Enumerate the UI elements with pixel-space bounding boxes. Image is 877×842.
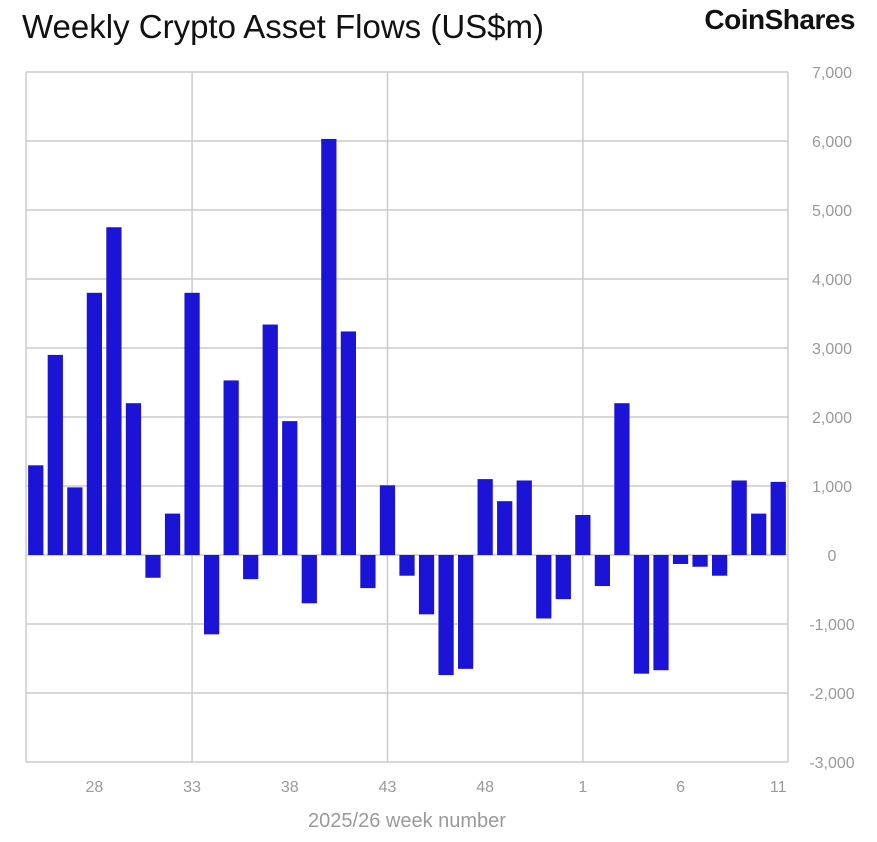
x-tick-label: 48 — [476, 779, 494, 796]
bar-week-6 — [672, 555, 689, 564]
bar-week-31 — [145, 555, 161, 578]
bar-week-2 — [594, 555, 611, 587]
bar-week-41 — [340, 331, 357, 555]
bar-week-51 — [536, 555, 552, 619]
x-tick-label: 38 — [281, 779, 299, 796]
bar-week-8 — [711, 555, 728, 576]
x-axis-ticks: 28 33 38 43 48 1 6 11 — [85, 779, 786, 796]
y-tick-label: 5,000 — [812, 203, 852, 220]
y-tick-label: 7,000 — [812, 65, 852, 82]
x-tick-label: 11 — [770, 779, 787, 796]
bars — [28, 138, 786, 676]
bar-week-38 — [282, 421, 298, 555]
bar-week-48 — [477, 479, 493, 555]
bar-week-3 — [614, 403, 630, 555]
y-tick-label: 2,000 — [812, 410, 852, 427]
bar-week-30 — [125, 403, 142, 555]
y-tick-label: 1,000 — [812, 479, 852, 496]
y-tick-label: 0 — [828, 548, 837, 565]
bar-week-29 — [106, 227, 122, 555]
bar-week-46 — [438, 555, 454, 676]
bar-week-43 — [379, 485, 396, 555]
bar-week-25 — [28, 465, 44, 555]
bar-week-1 — [575, 514, 591, 555]
x-tick-label: 33 — [183, 779, 201, 796]
bar-week-35 — [223, 380, 239, 555]
bar-week-33 — [184, 292, 200, 555]
bar-week-10 — [751, 513, 767, 555]
bar-week-50 — [516, 480, 532, 555]
bar-week-32 — [164, 513, 181, 555]
bar-week-49 — [497, 501, 513, 555]
y-tick-label: 3,000 — [812, 341, 852, 358]
x-tick-label: 1 — [578, 779, 587, 796]
coinshares-logo: CoinShares — [704, 4, 855, 35]
x-tick-label: 28 — [85, 779, 103, 796]
bar-week-34 — [203, 555, 220, 635]
bar-week-27 — [67, 487, 83, 555]
bar-week-44 — [399, 555, 415, 576]
bar-week-52 — [555, 555, 571, 600]
bar-week-4 — [633, 555, 650, 674]
y-tick-label: -1,000 — [809, 617, 854, 634]
bar-week-42 — [360, 555, 376, 589]
bar-week-5 — [653, 555, 669, 671]
x-axis-title: 2025/26 week number — [308, 810, 506, 832]
bar-week-39 — [301, 555, 317, 604]
x-tick-label: 6 — [676, 779, 685, 796]
bar-week-45 — [418, 555, 435, 615]
bar-week-11 — [770, 481, 786, 555]
y-tick-label: -3,000 — [809, 755, 854, 772]
y-axis-ticks: 7,000 6,000 5,000 4,000 3,000 2,000 1,000 0 -1,0… — [809, 65, 854, 772]
x-tick-label: 43 — [379, 779, 397, 796]
y-tick-label: 6,000 — [812, 134, 852, 151]
bar-week-40 — [321, 138, 337, 555]
bar-week-7 — [692, 555, 708, 567]
y-tick-label: -2,000 — [809, 686, 854, 703]
bar-week-9 — [731, 480, 747, 555]
chart-title: Weekly Crypto Asset Flows (US$m) — [22, 8, 545, 45]
y-tick-label: 4,000 — [812, 272, 852, 289]
bar-week-28 — [86, 292, 103, 555]
bar-week-36 — [243, 555, 259, 580]
bar-week-26 — [47, 354, 63, 555]
bar-week-37 — [262, 324, 278, 555]
bar-week-47 — [457, 555, 474, 669]
